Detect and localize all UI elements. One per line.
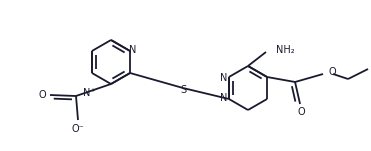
Text: N⁺: N⁺ — [83, 88, 96, 98]
Text: N: N — [129, 45, 137, 55]
Text: O: O — [297, 107, 305, 117]
Text: NH₂: NH₂ — [276, 45, 295, 55]
Text: O: O — [328, 67, 336, 77]
Text: S: S — [180, 85, 186, 95]
Text: O⁻: O⁻ — [72, 124, 84, 134]
Text: O: O — [38, 90, 46, 100]
Text: N: N — [220, 93, 228, 103]
Text: N: N — [220, 73, 228, 83]
